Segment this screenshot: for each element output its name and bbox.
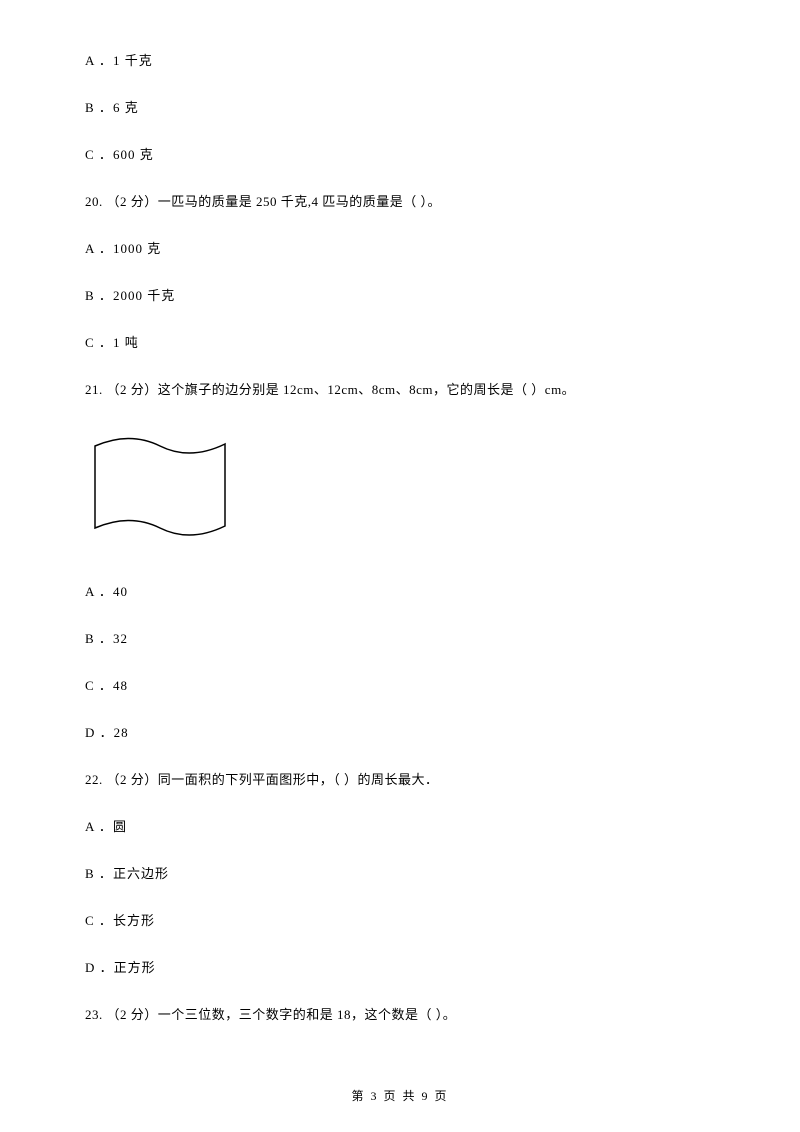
option-22-b: B ．正六边形 bbox=[85, 863, 715, 882]
option-text: 圆 bbox=[113, 819, 127, 834]
option-text: 40 bbox=[113, 584, 128, 599]
option-letter: A bbox=[85, 241, 95, 256]
option-letter: A bbox=[85, 819, 95, 834]
question-20: 20. （2 分）一匹马的质量是 250 千克,4 匹马的质量是（ ）。 bbox=[85, 191, 715, 210]
option-21-c: C ．48 bbox=[85, 675, 715, 694]
question-number: 21. bbox=[85, 382, 103, 397]
option-22-a: A ．圆 bbox=[85, 816, 715, 835]
option-letter: C bbox=[85, 335, 95, 350]
option-text: 48 bbox=[113, 678, 128, 693]
option-20-b: B ．2000 千克 bbox=[85, 285, 715, 304]
question-text: 这个旗子的边分别是 12cm、12cm、8cm、8cm，它的周长是（ ）cm。 bbox=[158, 382, 575, 397]
option-text: 6 克 bbox=[113, 100, 139, 115]
option-text: 1000 克 bbox=[113, 241, 161, 256]
option-22-d: D ．正方形 bbox=[85, 957, 715, 976]
option-letter: B bbox=[85, 100, 95, 115]
page-footer: 第 3 页 共 9 页 bbox=[0, 1087, 800, 1104]
option-20-a: A ．1000 克 bbox=[85, 238, 715, 257]
option-text: 32 bbox=[113, 631, 128, 646]
option-text: 长方形 bbox=[113, 913, 155, 928]
option-21-a: A ．40 bbox=[85, 581, 715, 600]
question-text: 一个三位数，三个数字的和是 18，这个数是（ ）。 bbox=[158, 1007, 457, 1022]
option-21-d: D ．28 bbox=[85, 722, 715, 741]
option-text: 1 吨 bbox=[113, 335, 139, 350]
option-20-c: C ．1 吨 bbox=[85, 332, 715, 351]
option-letter: D bbox=[85, 725, 95, 740]
question-number: 20. bbox=[85, 194, 103, 209]
option-letter: A bbox=[85, 53, 95, 68]
option-letter: C bbox=[85, 678, 95, 693]
question-number: 23. bbox=[85, 1007, 103, 1022]
option-22-c: C ．长方形 bbox=[85, 910, 715, 929]
question-21: 21. （2 分）这个旗子的边分别是 12cm、12cm、8cm、8cm，它的周… bbox=[85, 379, 715, 398]
option-letter: C bbox=[85, 913, 95, 928]
option-letter: A bbox=[85, 584, 95, 599]
question-23: 23. （2 分）一个三位数，三个数字的和是 18，这个数是（ ）。 bbox=[85, 1004, 715, 1023]
flag-diagram bbox=[85, 426, 715, 546]
option-text: 正方形 bbox=[114, 960, 156, 975]
option-text: 600 克 bbox=[113, 147, 154, 162]
option-letter: C bbox=[85, 147, 95, 162]
option-a-prev: A ．1 千克 bbox=[85, 50, 715, 69]
question-points: （2 分） bbox=[107, 1007, 158, 1022]
question-text: 同一面积的下列平面图形中，（ ）的周长最大． bbox=[158, 772, 439, 787]
option-c-prev: C ．600 克 bbox=[85, 144, 715, 163]
option-text: 1 千克 bbox=[113, 53, 153, 68]
question-number: 22. bbox=[85, 772, 103, 787]
option-b-prev: B ．6 克 bbox=[85, 97, 715, 116]
option-letter: D bbox=[85, 960, 95, 975]
option-letter: B bbox=[85, 288, 95, 303]
question-points: （2 分） bbox=[107, 194, 158, 209]
option-text: 2000 千克 bbox=[113, 288, 175, 303]
question-points: （2 分） bbox=[107, 382, 158, 397]
question-points: （2 分） bbox=[107, 772, 158, 787]
option-letter: B bbox=[85, 631, 95, 646]
option-letter: B bbox=[85, 866, 95, 881]
option-text: 28 bbox=[114, 725, 129, 740]
option-21-b: B ．32 bbox=[85, 628, 715, 647]
question-22: 22. （2 分）同一面积的下列平面图形中，（ ）的周长最大． bbox=[85, 769, 715, 788]
option-text: 正六边形 bbox=[113, 866, 169, 881]
question-text: 一匹马的质量是 250 千克,4 匹马的质量是（ ）。 bbox=[158, 194, 441, 209]
